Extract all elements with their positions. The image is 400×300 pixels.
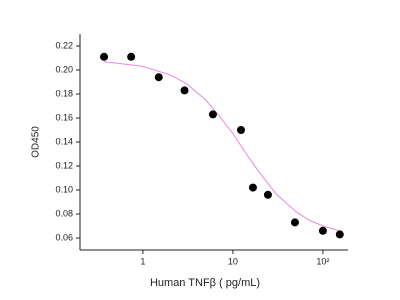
data-point	[318, 226, 327, 235]
y-tick-label: 0.12	[55, 160, 73, 170]
data-point	[248, 183, 257, 192]
y-tick-label: 0.10	[55, 184, 73, 194]
data-point	[335, 230, 344, 239]
data-point	[263, 190, 272, 199]
y-axis-label: OD450	[31, 126, 42, 158]
data-point	[237, 126, 246, 134]
data-point	[208, 110, 217, 119]
data-point	[127, 52, 136, 61]
y-tick-label: 0.08	[55, 208, 73, 218]
x-tick-label: 10	[228, 256, 238, 266]
data-point	[290, 218, 299, 227]
y-tick-label: 0.20	[55, 64, 73, 74]
data-point	[100, 52, 109, 61]
data-point	[180, 86, 189, 95]
x-tick-label: 10²	[316, 256, 329, 266]
y-tick-label: 0.16	[55, 112, 73, 122]
x-axis-label: Human TNFβ ( pg/mL)	[150, 277, 260, 289]
y-tick-label: 0.22	[55, 40, 73, 50]
y-tick-label: 0.18	[55, 88, 73, 98]
x-tick-label: 1	[140, 256, 145, 266]
y-tick-label: 0.06	[55, 232, 73, 242]
fit-curve	[103, 61, 340, 232]
y-tick-label: 0.14	[55, 136, 73, 146]
data-point	[154, 73, 163, 82]
